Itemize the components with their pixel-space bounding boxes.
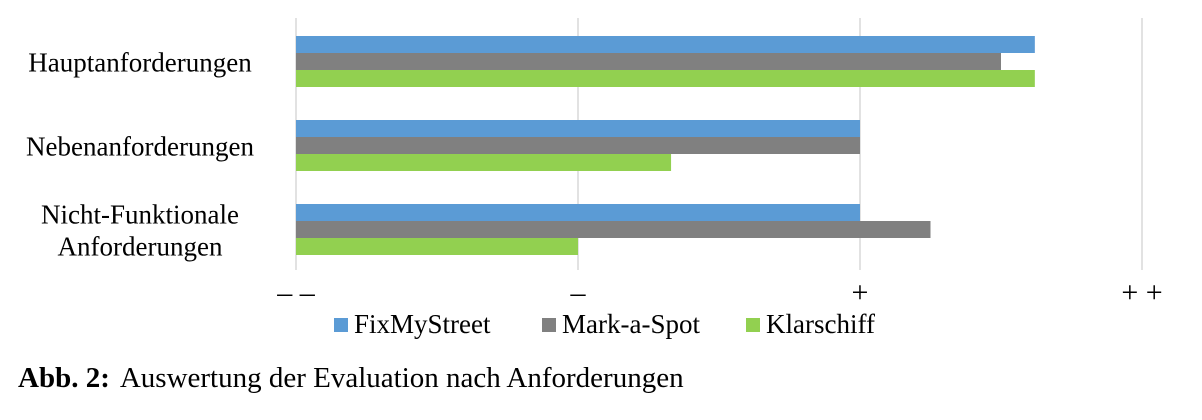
bar-chart: Hauptanforderungen Nebenanforderungen Nich… <box>26 18 1163 339</box>
bar-mark-a-spot-2 <box>296 221 931 238</box>
bar-mark-a-spot-1 <box>296 137 860 154</box>
bar-fixmystreet-1 <box>296 120 860 137</box>
bar-klarschiff-2 <box>296 238 578 255</box>
legend-swatch-klarschiff <box>746 318 760 332</box>
bar-fixmystreet-0 <box>296 36 1035 53</box>
category-label-0-0: Hauptanforderungen <box>28 48 252 78</box>
x-tick-label-0: – – <box>276 276 316 309</box>
legend-label-mark-a-spot: Mark-a-Spot <box>562 309 700 339</box>
figure-caption: Abb. 2: Auswertung der Evaluation nach An… <box>18 362 684 395</box>
bar-mark-a-spot-0 <box>296 53 1001 70</box>
category-label-1-0: Nebenanforderungen <box>26 132 254 162</box>
category-label-2-1: Anforderungen <box>58 232 223 262</box>
bar-klarschiff-1 <box>296 154 672 171</box>
x-tick-label-1: – <box>570 276 587 309</box>
category-labels: Hauptanforderungen Nebenanforderungen Nich… <box>26 48 254 262</box>
x-tick-label-3: + + <box>1121 276 1162 309</box>
legend-label-fixmystreet: FixMyStreet <box>354 309 491 339</box>
bar-fixmystreet-2 <box>296 204 860 221</box>
legend-swatch-fixmystreet <box>334 318 348 332</box>
bar-klarschiff-0 <box>296 70 1035 87</box>
legend: FixMyStreet Mark-a-Spot Klarschiff <box>334 309 875 339</box>
legend-label-klarschiff: Klarschiff <box>766 309 875 339</box>
bars <box>296 36 1035 255</box>
caption-number: Abb. 2: <box>18 362 110 394</box>
x-tick-labels: – – – + + + <box>276 276 1162 309</box>
legend-swatch-mark-a-spot <box>542 318 556 332</box>
category-label-2-0: Nicht-Funktionale <box>41 200 239 230</box>
x-tick-label-2: + <box>852 276 869 309</box>
caption-text: Auswertung der Evaluation nach Anforderu… <box>119 362 684 394</box>
